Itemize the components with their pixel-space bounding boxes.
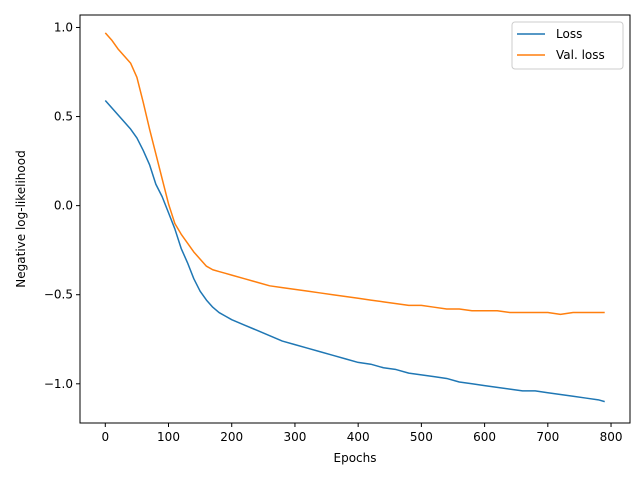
series-line-loss [104,100,605,403]
y-tick-label: 0.0 [54,199,73,213]
y-tick-label: 0.5 [54,110,73,124]
x-tick-label: 600 [473,430,496,444]
x-axis-label: Epochs [334,451,377,465]
y-axis-label: Negative log-likelihood [14,150,28,287]
x-tick-label: 700 [536,430,559,444]
y-tick-label: −0.5 [44,288,73,302]
x-tick-label: 800 [600,430,623,444]
x-tick-label: 400 [347,430,370,444]
x-tick-label: 100 [157,430,180,444]
y-tick-label: 1.0 [54,20,73,34]
plot-frame [79,14,631,424]
legend-label: Val. loss [556,48,605,62]
x-tick-label: 500 [410,430,433,444]
x-tick-label: 200 [220,430,243,444]
x-tick-label: 300 [283,430,306,444]
legend-label: Loss [556,27,582,41]
y-tick-label: −1.0 [44,377,73,391]
legend: Loss Val. loss [511,21,624,70]
x-tick-label: 0 [101,430,109,444]
series-line-val-loss [104,32,605,316]
